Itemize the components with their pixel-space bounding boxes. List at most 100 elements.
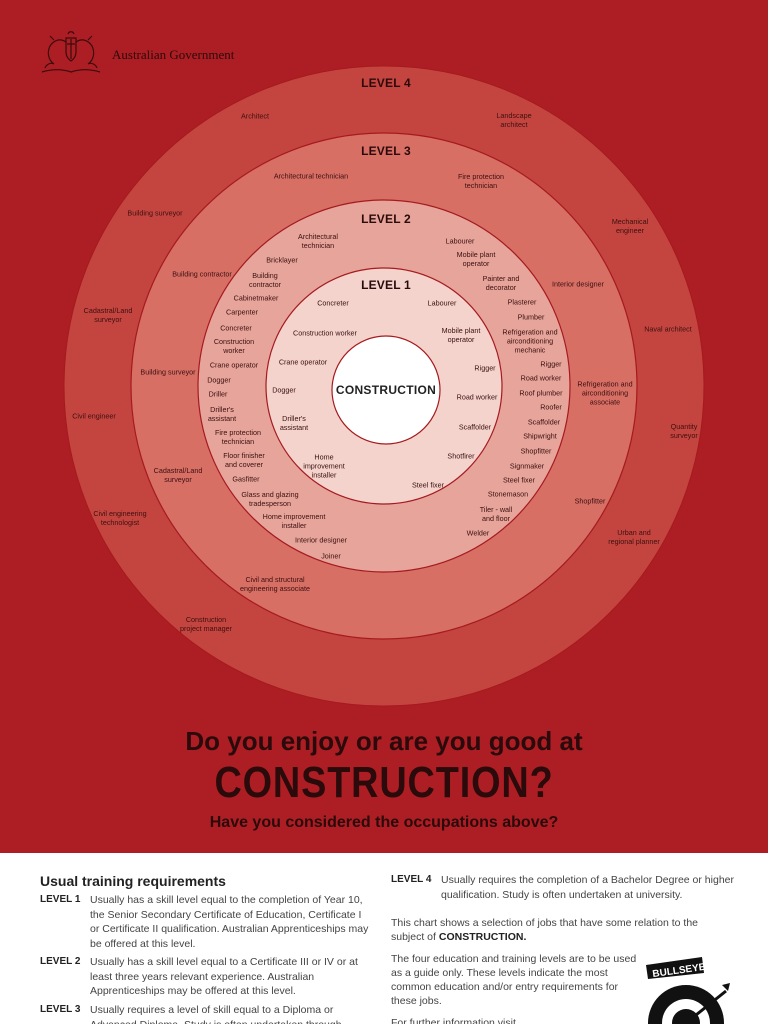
requirement-text: Usually requires the completion of a Bac… bbox=[441, 874, 734, 901]
occupation-l2: Scaffolder bbox=[527, 417, 561, 427]
occupation-l2: Cabinetmaker bbox=[233, 293, 279, 303]
requirement-text: Usually has a skill level equal to the c… bbox=[90, 894, 369, 950]
requirement-level-1: LEVEL 1 Usually has a skill level equal … bbox=[40, 893, 370, 951]
occupation-l2: Plasterer bbox=[507, 297, 537, 307]
guide-note: The four education and training levels a… bbox=[391, 953, 637, 1007]
occupation-l2: Rigger bbox=[540, 359, 562, 369]
requirements-title: Usual training requirements bbox=[40, 873, 226, 889]
occupation-l4: Cadastral/Land surveyor bbox=[83, 306, 133, 324]
occupation-l3: Shopfitter bbox=[574, 496, 606, 506]
occupation-l2: Building contractor bbox=[249, 271, 281, 289]
occupation-l1: Construction worker bbox=[293, 328, 357, 338]
occupation-l2: Roof plumber bbox=[519, 388, 563, 398]
headline-question: Do you enjoy or are you good at bbox=[185, 726, 583, 756]
occupation-l2: Interior designer bbox=[295, 535, 347, 545]
occupation-l2: Floor finisher and coverer bbox=[223, 451, 265, 469]
requirement-level-2: LEVEL 2 Usually has a skill level equal … bbox=[40, 955, 370, 999]
bullseye-logo: BULLSEYE bbox=[642, 955, 738, 1024]
occupation-l2: Steel fixer bbox=[503, 475, 535, 485]
occupation-l1: Home improvement installer bbox=[303, 452, 345, 480]
requirement-tag: LEVEL 3 bbox=[40, 1004, 81, 1015]
occupation-l1: Mobile plant operator bbox=[441, 326, 481, 344]
requirement-level-3: LEVEL 3 Usually requires a level of skil… bbox=[40, 1003, 370, 1024]
requirement-tag: LEVEL 1 bbox=[40, 894, 81, 905]
occupation-l3: Interior designer bbox=[552, 279, 604, 289]
occupation-l4: Quantity surveyor bbox=[670, 422, 698, 440]
occupation-l2: Joiner bbox=[321, 551, 341, 561]
occupation-l3: Refrigeration and airconditioning associ… bbox=[577, 379, 633, 407]
more-info: For further information visit bbox=[391, 1017, 516, 1024]
government-title: Australian Government bbox=[112, 47, 235, 62]
occupation-l2: Concreter bbox=[220, 323, 252, 333]
occupation-l1: Road worker bbox=[456, 392, 498, 402]
requirement-tag: LEVEL 4 bbox=[391, 874, 432, 885]
occupation-l1: Driller's assistant bbox=[279, 414, 309, 432]
occupation-l2: Tiler - wall and floor bbox=[479, 505, 513, 523]
occupation-l1: Labourer bbox=[427, 298, 457, 308]
occupation-l2: Shipwright bbox=[523, 431, 557, 441]
level-4-label: LEVEL 4 bbox=[361, 76, 411, 90]
occupation-l2: Painter and decorator bbox=[482, 274, 520, 292]
occupation-l2: Dogger bbox=[207, 375, 231, 385]
occupation-l2: Driller's assistant bbox=[207, 405, 237, 423]
occupation-l2: Fire protection technician bbox=[215, 428, 261, 446]
occupation-l2: Glass and glazing tradesperson bbox=[241, 490, 299, 508]
level-3-label: LEVEL 3 bbox=[361, 144, 411, 158]
requirement-text: Usually requires a level of skill equal … bbox=[90, 1004, 342, 1024]
occupation-l4: Building surveyor bbox=[127, 208, 183, 218]
occupation-l2: Signmaker bbox=[509, 461, 545, 471]
chart-subject: CONSTRUCTION. bbox=[438, 931, 527, 943]
requirement-tag: LEVEL 2 bbox=[40, 956, 81, 967]
occupation-l4: Naval architect bbox=[644, 324, 692, 334]
center-circle bbox=[331, 335, 441, 445]
occupation-l2: Architectural technician bbox=[298, 232, 338, 250]
occupation-l1: Scaffolder bbox=[458, 422, 492, 432]
requirement-level-4: LEVEL 4 Usually requires the completion … bbox=[391, 873, 741, 902]
occupation-l1: Shotfirer bbox=[447, 451, 475, 461]
level-1-label: LEVEL 1 bbox=[361, 278, 411, 292]
occupation-l4: Construction project manager bbox=[180, 615, 232, 633]
requirement-text: Usually has a skill level equal to a Cer… bbox=[90, 956, 358, 997]
level-2-label: LEVEL 2 bbox=[361, 212, 411, 226]
occupation-l4: Landscape architect bbox=[496, 111, 532, 129]
occupation-l2: Welder bbox=[466, 528, 490, 538]
occupation-l4: Civil engineer bbox=[72, 411, 116, 421]
occupation-l2: Home improvement installer bbox=[262, 512, 326, 530]
info-panel: Usual training requirements LEVEL 1 Usua… bbox=[0, 853, 768, 1024]
headline-prompt: Have you considered the occupations abov… bbox=[209, 814, 559, 831]
headline-subject: CONSTRUCTION? bbox=[214, 758, 554, 807]
bullseye-rings bbox=[63, 65, 705, 707]
occupation-l2: Carpenter bbox=[226, 307, 258, 317]
occupation-l1: Crane operator bbox=[278, 357, 328, 367]
occupation-l4: Architect bbox=[241, 111, 269, 121]
bullseye-target-icon: BULLSEYE bbox=[646, 957, 730, 1024]
occupation-l3: Cadastral/Land surveyor bbox=[153, 466, 203, 484]
occupation-l2: Shopfitter bbox=[520, 446, 552, 456]
occupation-l1: Steel fixer bbox=[412, 480, 444, 490]
occupation-l3: Fire protection technician bbox=[458, 172, 504, 190]
coat-of-arms-icon bbox=[41, 31, 101, 73]
occupation-l3: Architectural technician bbox=[273, 171, 349, 181]
occupation-l4: Urban and regional planner bbox=[608, 528, 660, 546]
occupation-l2: Crane operator bbox=[209, 360, 259, 370]
occupation-l1: Concreter bbox=[317, 298, 349, 308]
occupation-l2: Construction worker bbox=[213, 337, 255, 355]
occupation-l4: Mechanical engineer bbox=[611, 217, 649, 235]
occupation-l2: Bricklayer bbox=[266, 255, 298, 265]
occupation-l3: Building surveyor bbox=[140, 367, 196, 377]
occupation-l1: Rigger bbox=[474, 363, 496, 373]
occupation-l2: Stonemason bbox=[487, 489, 529, 499]
occupation-l2: Refrigeration and airconditioning mechan… bbox=[502, 327, 558, 355]
center-subject: CONSTRUCTION bbox=[335, 383, 437, 397]
occupation-l2: Road worker bbox=[520, 373, 562, 383]
occupation-l2: Driller bbox=[208, 389, 228, 399]
poster-background: Australian Government LEVEL 4 LEVEL 3 LE… bbox=[0, 0, 768, 853]
occupation-l2: Plumber bbox=[517, 312, 545, 322]
occupation-l4: Civil engineering technologist bbox=[93, 509, 147, 527]
chart-description-text: This chart shows a selection of jobs tha… bbox=[391, 917, 698, 943]
occupation-l3: Civil and structural engineering associa… bbox=[240, 575, 310, 593]
occupation-l3: Building contractor bbox=[172, 269, 232, 279]
occupation-l2: Roofer bbox=[540, 402, 562, 412]
occupation-l2: Labourer bbox=[445, 236, 475, 246]
occupation-l1: Dogger bbox=[272, 385, 296, 395]
